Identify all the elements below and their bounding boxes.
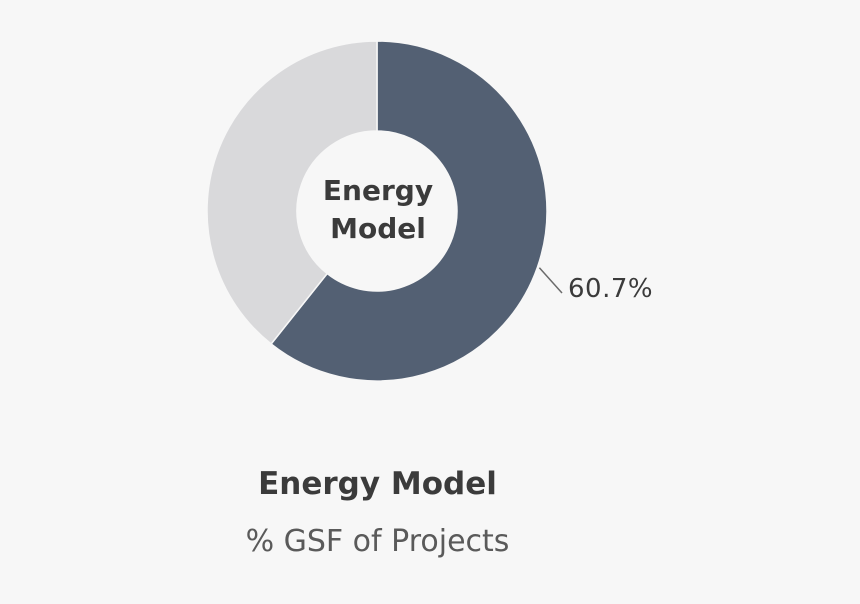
donut-slices [206,40,548,382]
center-label-line-2: Model [330,212,426,245]
donut-slice-1 [270,40,548,382]
center-label-line-1: Energy [322,174,434,207]
chart-title: Energy Model [258,466,497,502]
donut-slice-2 [206,40,378,346]
donut-center-label: Energy Model [298,172,458,248]
value-leader-line [538,267,563,294]
slice-value-label: 60.7% [568,274,654,304]
chart-subtitle: % GSF of Projects [245,524,510,559]
